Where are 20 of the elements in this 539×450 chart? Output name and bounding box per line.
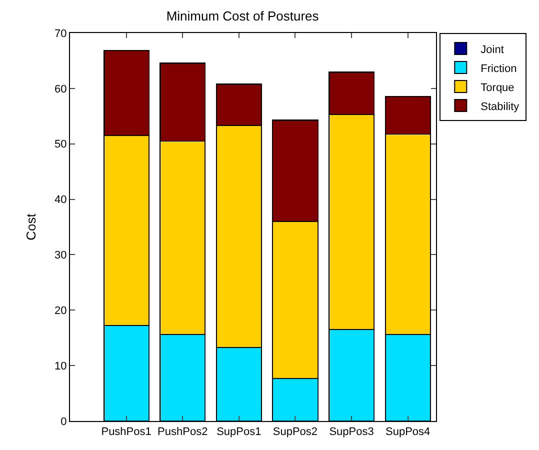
x-tick-label: SupPos1 <box>216 426 262 438</box>
y-tick-label: 0 <box>60 416 67 428</box>
y-tick-label: 30 <box>54 250 67 262</box>
x-tick-label: PushPos1 <box>101 426 152 438</box>
x-tick-label: SupPos3 <box>329 426 374 438</box>
x-tick-label: PushPos2 <box>158 426 208 438</box>
y-tick-label: 20 <box>54 304 67 317</box>
chart-title: Minimum Cost of Postures <box>166 8 320 24</box>
y-tick-label: 40 <box>54 194 67 206</box>
legend-label: Friction <box>480 62 517 75</box>
y-tick-label: 50 <box>54 138 67 151</box>
y-tick-label: 60 <box>54 83 67 96</box>
legend-label: Stability <box>480 100 520 113</box>
y-tick-label: 10 <box>54 360 67 372</box>
legend-label: Joint <box>480 44 504 56</box>
x-tick-label: SupPos4 <box>386 426 430 438</box>
x-tick-label: SupPos2 <box>272 426 318 438</box>
y-axis-title: Cost <box>24 213 38 240</box>
legend-label: Torque <box>480 82 514 94</box>
y-tick-label: 70 <box>54 28 67 40</box>
